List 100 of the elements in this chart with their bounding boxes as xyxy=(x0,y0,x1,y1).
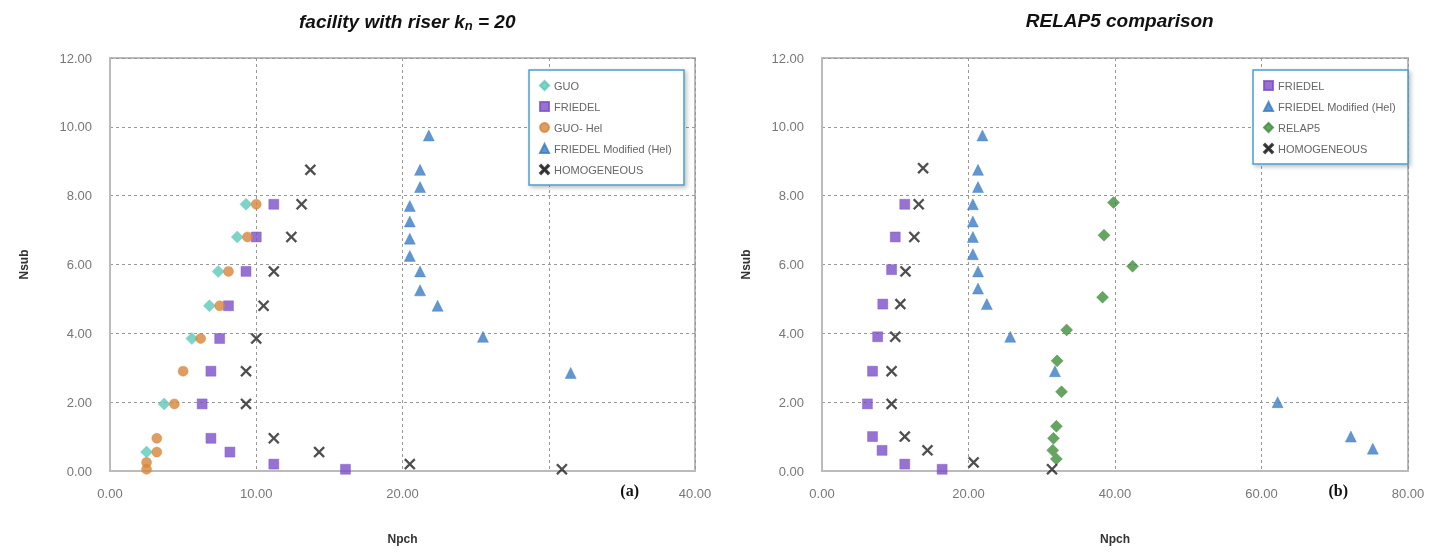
point xyxy=(971,265,984,278)
point xyxy=(899,265,911,278)
point xyxy=(921,444,933,457)
point xyxy=(242,231,253,243)
point xyxy=(169,398,180,410)
point xyxy=(1059,323,1073,337)
text: (b) xyxy=(1327,481,1348,500)
point xyxy=(1048,365,1061,377)
point xyxy=(1344,430,1357,443)
point xyxy=(205,433,217,444)
point xyxy=(141,464,152,475)
point xyxy=(976,129,988,142)
point xyxy=(1049,420,1063,433)
chart-title: RELAP5 comparison xyxy=(1025,10,1214,31)
point xyxy=(885,264,897,275)
point xyxy=(1045,463,1058,476)
x-tick-label: 20.00 xyxy=(386,486,419,501)
point xyxy=(185,332,199,345)
point xyxy=(861,398,873,410)
point xyxy=(313,446,325,458)
point xyxy=(1366,442,1379,455)
legend-label: GUO xyxy=(554,79,580,92)
point xyxy=(230,230,244,244)
y-tick-label: 6.00 xyxy=(778,257,804,272)
x-tick-label: 40.00 xyxy=(1098,486,1131,501)
point xyxy=(916,162,929,174)
point xyxy=(285,231,298,243)
point xyxy=(404,232,416,245)
y-tick-label: 8.00 xyxy=(66,188,92,204)
point xyxy=(967,456,979,469)
x-axis-title: Npch xyxy=(387,532,418,546)
x-tick-label: 20.00 xyxy=(951,486,985,501)
y-axis-title: Nsub xyxy=(17,249,31,280)
point xyxy=(268,265,280,278)
legend-label: FRIEDEL Modified (Hel) xyxy=(1277,100,1396,113)
y-tick-label: 0.00 xyxy=(778,463,804,479)
point xyxy=(564,367,577,379)
point xyxy=(268,458,280,470)
point xyxy=(866,365,878,377)
point xyxy=(268,432,280,445)
legend-label: HOMOGENEOUS xyxy=(1277,142,1367,155)
point xyxy=(1054,385,1068,399)
legend-label: FRIEDEL Modified (Hel) xyxy=(554,142,672,155)
point xyxy=(877,298,888,310)
x-axis-title: Npch xyxy=(1099,532,1130,546)
point xyxy=(295,198,308,211)
point xyxy=(414,265,426,278)
point xyxy=(936,464,947,475)
point xyxy=(205,365,217,377)
x-tick-label: 60.00 xyxy=(1244,486,1278,501)
point xyxy=(414,284,426,297)
point xyxy=(151,433,163,444)
point xyxy=(223,266,234,277)
y-tick-label: 10.00 xyxy=(770,119,804,135)
point xyxy=(1106,196,1120,209)
point xyxy=(239,198,253,211)
point xyxy=(971,164,984,176)
point xyxy=(894,298,906,310)
point xyxy=(477,331,489,343)
legend-label: HOMOGENEOUS xyxy=(554,163,644,176)
y-tick-label: 4.00 xyxy=(778,325,804,341)
point xyxy=(1046,432,1060,445)
point xyxy=(251,199,262,210)
y-tick-label: 2.00 xyxy=(778,394,804,410)
y-tick-label: 10.00 xyxy=(59,119,92,135)
point xyxy=(268,199,280,210)
point xyxy=(340,464,351,475)
point xyxy=(304,164,317,176)
point xyxy=(177,365,189,377)
x-tick-label: 0.00 xyxy=(808,486,835,501)
y-tick-label: 4.00 xyxy=(66,325,92,341)
point xyxy=(404,458,416,470)
x-tick-label: 80.00 xyxy=(1391,486,1424,501)
point xyxy=(966,215,979,228)
point xyxy=(414,164,426,176)
y-tick-label: 12.00 xyxy=(59,50,92,66)
y-axis-title: Nsub xyxy=(738,249,753,280)
point xyxy=(414,181,426,193)
point xyxy=(214,300,225,312)
point xyxy=(1049,452,1063,466)
point xyxy=(140,445,153,459)
point xyxy=(151,446,163,458)
point xyxy=(889,231,900,243)
y-tick-label: 6.00 xyxy=(66,257,92,272)
point xyxy=(898,430,911,443)
point xyxy=(1125,259,1139,273)
point xyxy=(1004,331,1016,343)
point xyxy=(1097,229,1110,242)
point xyxy=(912,198,924,211)
y-tick-label: 2.00 xyxy=(66,394,92,410)
point xyxy=(1271,396,1283,408)
point xyxy=(1050,354,1063,368)
point xyxy=(889,331,901,343)
point xyxy=(1095,290,1109,304)
point xyxy=(971,282,984,295)
point xyxy=(980,298,993,310)
point xyxy=(431,300,444,312)
point xyxy=(966,248,979,260)
legend-label: GUO- Hel xyxy=(554,121,603,134)
x-tick-label: 40.00 xyxy=(678,486,712,501)
